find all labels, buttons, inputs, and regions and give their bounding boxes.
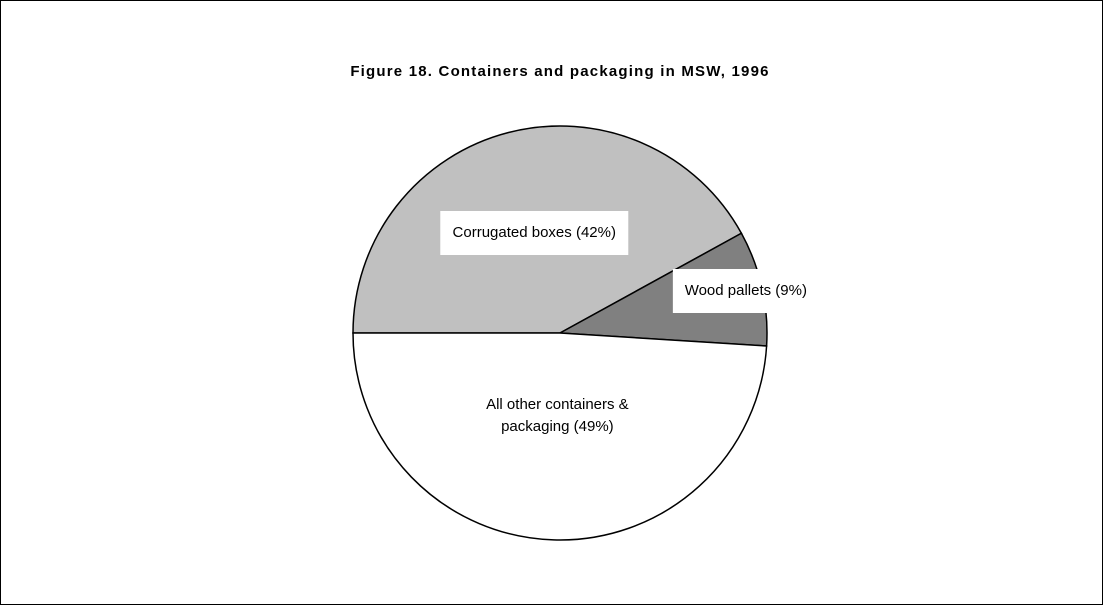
chart-title: Figure 18. Containers and packaging in M… [350, 63, 769, 80]
pie-slice [352, 332, 768, 541]
slice-label: All other containers & packaging (49%) [486, 395, 629, 435]
slice-label: Wood pallets (9%) [672, 269, 819, 314]
slice-label: Corrugated boxes (42%) [440, 210, 628, 255]
